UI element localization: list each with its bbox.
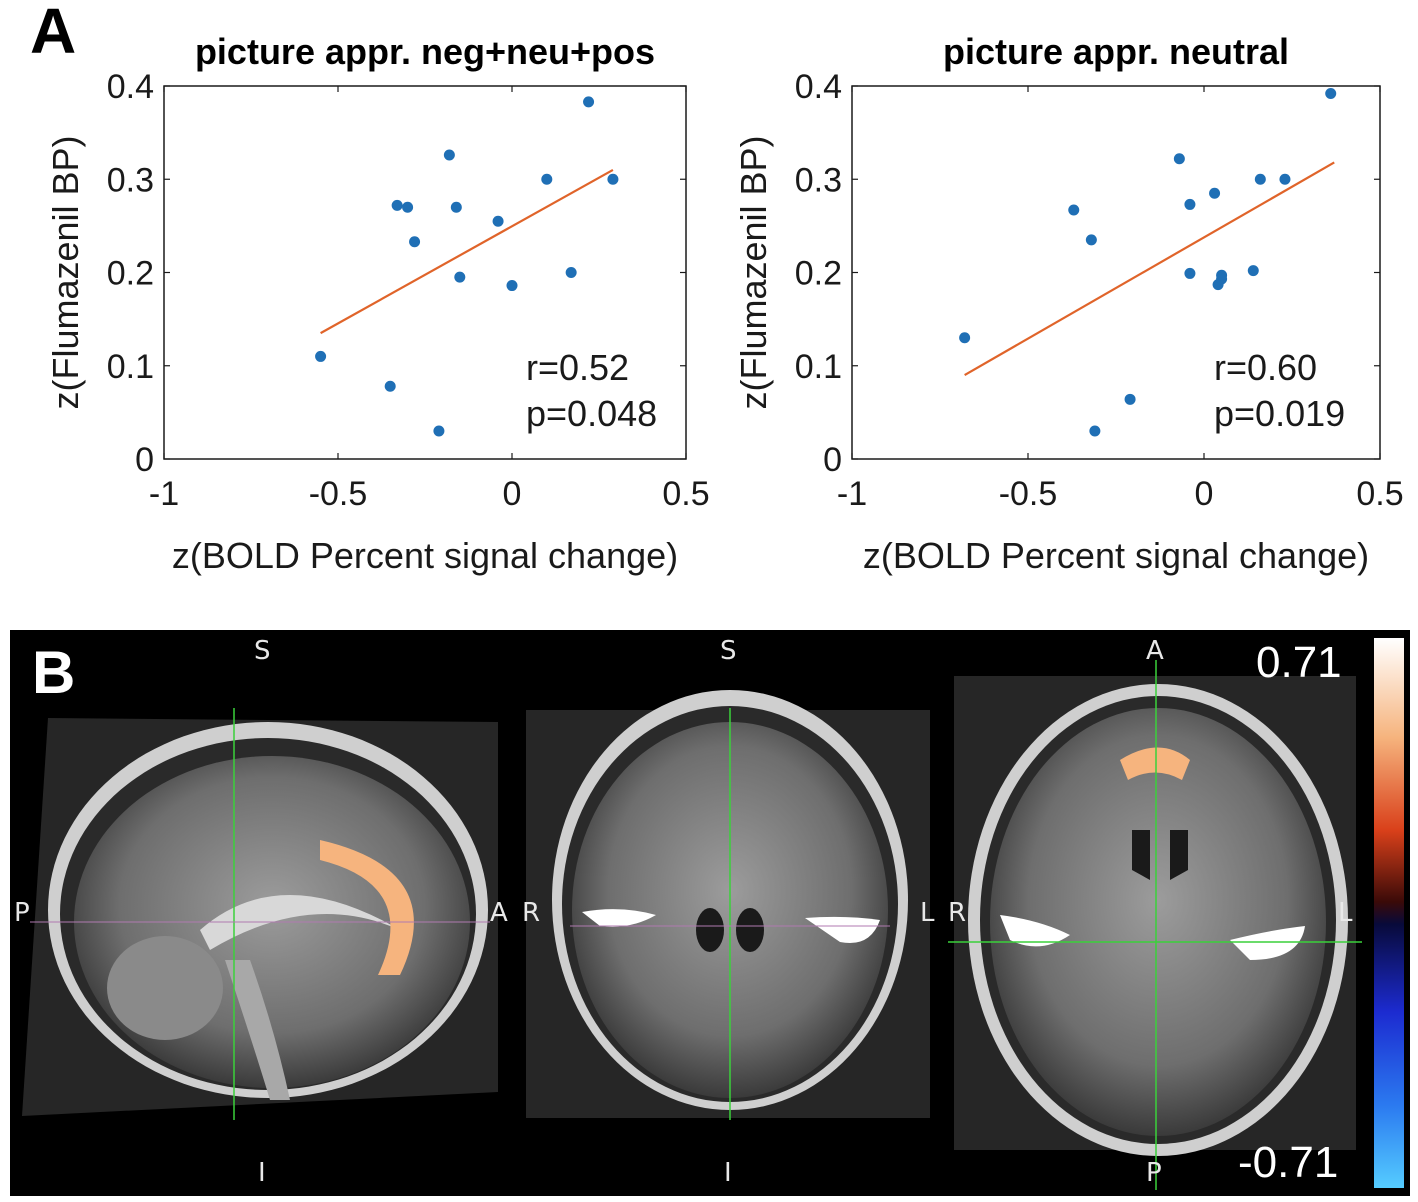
sagittal-slice [22,708,498,1120]
mask-left [582,909,656,927]
chart1-data-point [454,271,466,283]
chart2-data-point [1089,425,1101,437]
sagittal-bottom-label: I [258,1158,266,1188]
chart1-x-axis-label: z(BOLD Percent signal change) [172,535,678,576]
chart1-data-point [583,96,595,108]
chart1-data-point [541,173,553,185]
chart2-data-point [1279,173,1291,185]
roi-cingulate [320,840,414,975]
chart2-title: picture appr. neutral [943,31,1289,72]
chart1-p-annotation: p=0.048 [526,393,657,434]
chart1-data-point [450,201,462,213]
sagittal-right-label: A [490,898,508,928]
chart2-data-point [959,332,971,344]
chart1-data-point [443,149,455,161]
chart2-data-point [1216,269,1228,281]
chart2-data-point [1068,204,1080,216]
chart2-r-annotation: r=0.60 [1214,347,1317,388]
chart2-data-point [1325,87,1337,99]
chart2-data-point [1085,234,1097,246]
panel-b-label: B [32,639,76,706]
chart1-title: picture appr. neg+neu+pos [195,31,655,72]
axial-bottom-label: P [1146,1158,1162,1188]
chart1-fit-line [320,168,614,335]
coronal-slice [526,690,930,1120]
chart2-x-axis-label: z(BOLD Percent signal change) [863,535,1369,576]
chart1-y-tick-label: 0 [135,441,154,479]
chart2-x-tick-label: -1 [837,475,867,513]
coronal-right-label: L [920,898,935,928]
chart1-data-point [607,173,619,185]
chart2-y-tick-label: 0 [823,441,842,479]
brain-slices-panel: B S I P A S I R L A P R L 0.71 -0.71 [10,630,1410,1196]
chart1-x-tick-label: -0.5 [309,475,368,513]
colorbar-min-label: -0.71 [1238,1138,1339,1187]
chart1-data-point [506,280,518,292]
chart1-y-tick-label: 0.3 [107,161,154,199]
chart2-data-point [1173,153,1185,165]
chart1-data-point [409,236,421,248]
chart1-data-point [315,350,327,362]
chart1-data-point [492,215,504,227]
axial-top-label: A [1146,636,1164,666]
chart1-data-point [402,201,414,213]
sagittal-left-label: P [14,898,30,928]
chart2-y-tick-label: 0.4 [795,68,842,106]
chart2-data-point [1247,265,1259,277]
chart1-x-tick-label: 0.5 [662,475,709,513]
mask-right [805,916,880,944]
chart2-y-tick-label: 0.2 [795,255,842,293]
chart1-y-tick-label: 0.1 [107,348,154,386]
chart1-data-point [384,380,396,392]
mask-axial-right [1230,926,1305,960]
chart2-x-tick-label: 0.5 [1356,475,1403,513]
chart1-x-tick-label: -1 [149,475,179,513]
chart1-x-tick-label: 0 [503,475,522,513]
chart2-x-tick-label: 0 [1195,475,1214,513]
axial-left-label: R [948,898,967,928]
mask-axial-left [1000,915,1070,947]
chart1-data-point [391,199,403,211]
chart2-y-tick-label: 0.3 [795,161,842,199]
axial-slice [948,660,1362,1190]
axial-right-label: L [1338,898,1353,928]
chart2-data-point [1124,393,1136,405]
chart1-y-tick-label: 0.4 [107,68,154,106]
panel-a-label: A [30,0,77,67]
chart2-data-point [1254,173,1266,185]
chart2-y-axis-label: z(Flumazenil BP) [733,135,774,409]
chart1-data-point [565,267,577,278]
chart2-data-point [1184,267,1196,279]
coronal-left-label: R [522,898,541,928]
chart2-fit-line [964,161,1335,377]
chart1-data-point [433,425,445,437]
chart1-y-tick-label: 0.2 [107,255,154,293]
sagittal-top-label: S [254,636,271,666]
chart1-r-annotation: r=0.52 [526,347,629,388]
colorbar-max-label: 0.71 [1256,638,1342,687]
chart2-data-point [1184,198,1196,210]
roi-acc [1120,747,1190,780]
chart2-data-point [1209,187,1221,199]
chart2-y-tick-label: 0.1 [795,348,842,386]
chart2-x-tick-label: -0.5 [999,475,1058,513]
colorbar [1374,638,1404,1188]
chart1-y-axis-label: z(Flumazenil BP) [45,135,86,409]
coronal-top-label: S [720,636,737,666]
coronal-bottom-label: I [724,1158,732,1188]
chart2-p-annotation: p=0.019 [1214,393,1345,434]
scatter-charts: -1 -0.5 0 0.5 0 0.1 0.2 0.3 0.4 picture appr. neg… [45,31,1404,576]
